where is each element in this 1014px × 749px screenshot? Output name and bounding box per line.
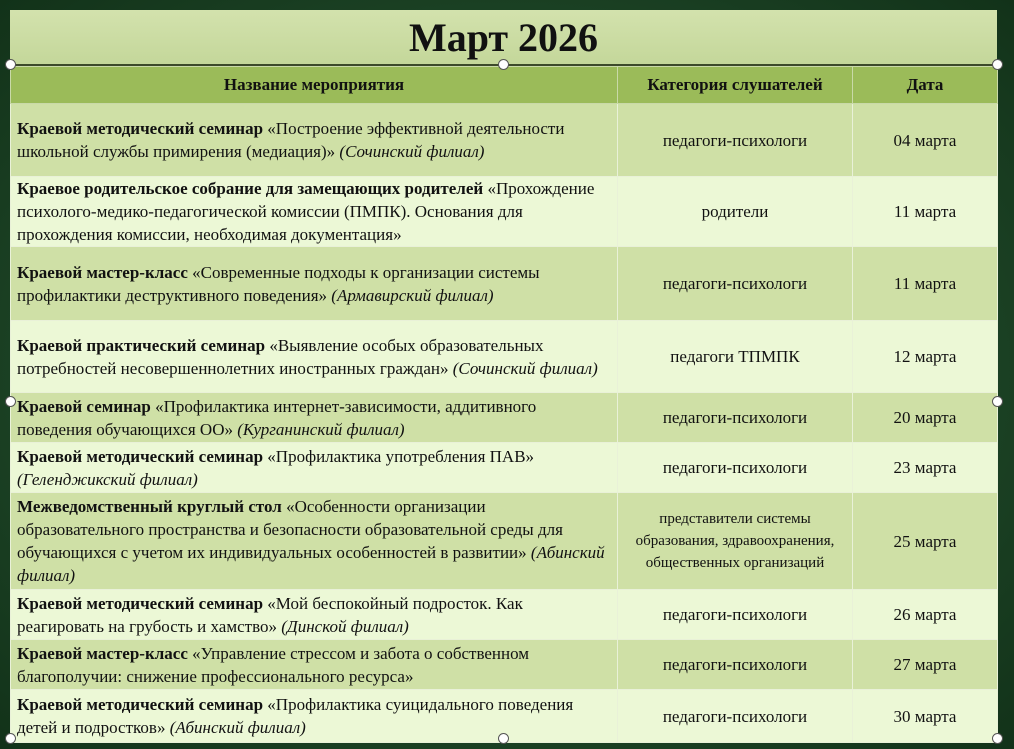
date-cell: 30 марта [852, 689, 998, 743]
category-cell: педагоги-психологи [617, 589, 853, 640]
event-type: Краевой практический семинар [17, 335, 266, 355]
resize-handle[interactable] [992, 733, 1003, 744]
table-row: Межведомственный круглый стол «Особеннос… [10, 492, 998, 590]
event-branch: (Абинский филиал) [17, 543, 605, 585]
event-topic: «Профилактика употребления ПАВ» [263, 446, 535, 466]
event-name-cell: Краевой методический семинар «Мой беспок… [10, 589, 618, 640]
events-table: Название мероприятия Категория слушателе… [10, 66, 998, 743]
category-cell: родители [617, 176, 853, 247]
event-topic: «Прохождение психолого-медико-педагогиче… [17, 179, 595, 244]
resize-handle[interactable] [5, 396, 16, 407]
resize-handle[interactable] [498, 733, 509, 744]
event-type: Краевой семинар [17, 396, 151, 416]
event-type: Краевой методический семинар [17, 119, 264, 138]
event-topic: «Профилактика интернет-зависимости, адди… [17, 396, 537, 439]
event-topic: «Особенности организации образовательног… [17, 497, 563, 562]
category-cell: педагоги-психологи [617, 639, 853, 690]
date-cell: 23 марта [852, 442, 998, 493]
date-cell: 11 марта [852, 176, 998, 247]
date-cell: 04 марта [852, 103, 998, 177]
event-name-cell: Краевой методический семинар «Построение… [10, 103, 618, 177]
category-cell: педагоги-психологи [617, 103, 853, 177]
event-type: Краевое родительское собрание для замеща… [17, 179, 484, 198]
category-cell: педагоги-психологи [617, 392, 853, 443]
event-topic: «Современные подходы к организации систе… [17, 262, 540, 305]
event-branch: (Сочинский филиал) [452, 358, 598, 378]
date-cell: 11 марта [852, 246, 998, 321]
event-branch: (Абинский филиал) [169, 718, 306, 737]
resize-handle[interactable] [992, 396, 1003, 407]
page-title: Март 2026 [10, 10, 997, 66]
event-type: Краевой методический семинар [17, 446, 264, 466]
table-row: Краевой практический семинар «Выявление … [10, 320, 998, 393]
category-cell: педагоги-психологи [617, 689, 853, 743]
date-cell: 25 марта [852, 492, 998, 590]
event-name-cell: Краевой практический семинар «Выявление … [10, 320, 618, 393]
event-name-cell: Межведомственный круглый стол «Особеннос… [10, 492, 618, 590]
event-topic: «Управление стрессом и забота о собствен… [17, 643, 530, 686]
event-name-cell: Краевой мастер-класс «Современные подход… [10, 246, 618, 321]
event-branch: (Армавирский филиал) [331, 285, 494, 305]
event-name-cell: Краевой мастер-класс «Управление стрессо… [10, 639, 618, 690]
event-topic: «Профилактика суицидального поведения де… [17, 695, 574, 737]
table-header-row: Название мероприятия Категория слушателе… [10, 66, 998, 104]
event-branch: (Динской филиал) [281, 616, 409, 636]
event-branch: (Курганинский филиал) [237, 419, 405, 439]
category-cell: педагоги-психологи [617, 246, 853, 321]
table-row: Краевой методический семинар «Профилакти… [10, 442, 998, 493]
event-type: Краевой мастер-класс [17, 262, 188, 282]
resize-handle[interactable] [5, 59, 16, 70]
resize-handle[interactable] [992, 59, 1003, 70]
table-row: Краевой методический семинар «Построение… [10, 103, 998, 177]
date-cell: 26 марта [852, 589, 998, 640]
event-type: Краевой методический семинар [17, 695, 264, 714]
table-row: Краевой методический семинар «Мой беспок… [10, 589, 998, 640]
table-row: Краевой методический семинар «Профилакти… [10, 689, 998, 743]
event-name-cell: Краевой методический семинар «Профилакти… [10, 442, 618, 493]
event-topic: «Выявление особых образовательных потреб… [17, 335, 544, 378]
events-sheet: Март 2026 Название мероприятия Категория… [10, 10, 998, 743]
date-cell: 27 марта [852, 639, 998, 690]
event-topic: «Построение эффективной деятельности шко… [17, 119, 565, 161]
event-topic: «Мой беспокойный подросток. Как реагиров… [17, 593, 523, 636]
table-row: Краевой мастер-класс «Управление стрессо… [10, 639, 998, 690]
event-name-cell: Краевой семинар «Профилактика интернет-з… [10, 392, 618, 443]
category-cell: представители системы образования, здрав… [617, 492, 853, 590]
header-event-name: Название мероприятия [10, 66, 618, 104]
category-cell: педагоги ТПМПК [617, 320, 853, 393]
event-type: Межведомственный круглый стол [17, 497, 282, 516]
event-type: Краевой мастер-класс [17, 643, 188, 663]
event-type: Краевой методический семинар [17, 593, 264, 613]
resize-handle[interactable] [5, 733, 16, 744]
event-name-cell: Краевое родительское собрание для замеща… [10, 176, 618, 247]
event-branch: (Сочинский филиал) [339, 142, 485, 161]
header-date: Дата [852, 66, 998, 104]
category-cell: педагоги-психологи [617, 442, 853, 493]
date-cell: 20 марта [852, 392, 998, 443]
event-name-cell: Краевой методический семинар «Профилакти… [10, 689, 618, 743]
table-row: Краевой мастер-класс «Современные подход… [10, 246, 998, 321]
date-cell: 12 марта [852, 320, 998, 393]
header-category: Категория слушателей [617, 66, 853, 104]
table-row: Краевой семинар «Профилактика интернет-з… [10, 392, 998, 443]
table-row: Краевое родительское собрание для замеща… [10, 176, 998, 247]
resize-handle[interactable] [498, 59, 509, 70]
event-branch: (Геленджикский филиал) [17, 469, 198, 489]
